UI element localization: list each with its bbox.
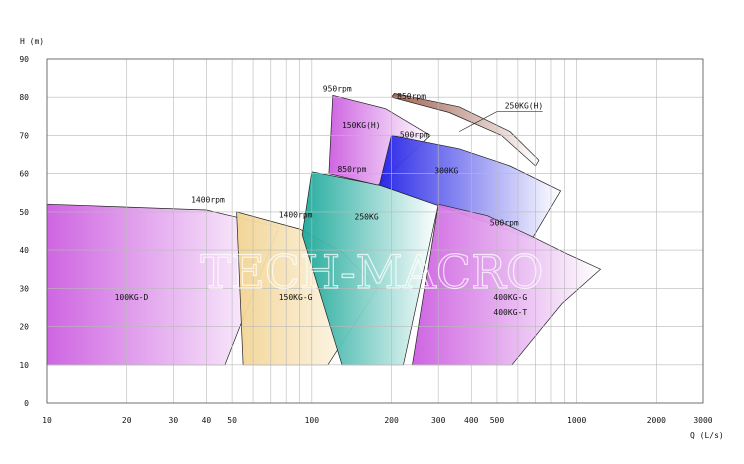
x-axis-label: Q (L/s) xyxy=(690,431,724,440)
region-label: 250KG xyxy=(355,213,379,222)
region-label: 150KG-G xyxy=(279,293,313,302)
y-tick-label: 20 xyxy=(19,323,29,332)
x-tick-label: 100 xyxy=(305,416,320,425)
plot-frame xyxy=(46,58,704,404)
y-axis-label: H (m) xyxy=(20,37,44,46)
region-label: 100KG-D xyxy=(115,293,149,302)
x-tick-label: 400 xyxy=(464,416,479,425)
x-tick-label: 1000 xyxy=(567,416,586,425)
region-labels: 100KG-D 1400rpm 150KG-G 1400rpm 250KG 850rpm 1… xyxy=(115,84,544,317)
leader-lines xyxy=(458,111,543,132)
y-tick-label: 50 xyxy=(19,208,29,217)
region-label: 250KG(H) xyxy=(505,102,544,111)
x-tick-label: 10 xyxy=(42,416,52,425)
x-tick-label: 50 xyxy=(227,416,237,425)
leader-line xyxy=(458,111,543,132)
x-tick-label: 500 xyxy=(490,416,505,425)
rpm-label: 950rpm xyxy=(323,84,352,93)
region-label: 150KG(H) xyxy=(342,121,381,130)
grid-lines xyxy=(46,58,704,404)
y-tick-label: 40 xyxy=(19,246,29,255)
x-tick-label: 30 xyxy=(169,416,179,425)
y-tick-label: 10 xyxy=(19,361,29,370)
x-tick-label: 2000 xyxy=(647,416,666,425)
rpm-label: 500rpm xyxy=(490,218,519,227)
axis-ticks: 10 20 30 40 50 100 200 300 400 500 1000 2000 3000 0 10… xyxy=(19,55,712,425)
x-tick-label: 3000 xyxy=(693,416,712,425)
y-tick-label: 30 xyxy=(19,284,29,293)
rpm-label: 500rpm xyxy=(400,130,429,139)
y-tick-label: 60 xyxy=(19,170,29,179)
x-tick-label: 200 xyxy=(384,416,399,425)
plot-border xyxy=(46,58,704,404)
rpm-label: 850rpm xyxy=(337,165,366,174)
rpm-label: 1400rpm xyxy=(279,211,313,220)
region-300kg xyxy=(378,134,562,240)
x-tick-label: 300 xyxy=(431,416,446,425)
watermark: TECH-MACRO xyxy=(201,245,544,299)
region-label: 400KG-G xyxy=(493,293,527,302)
operating-regions xyxy=(46,93,602,366)
rpm-label: 1400rpm xyxy=(191,195,225,204)
x-tick-label: 20 xyxy=(122,416,132,425)
x-tick-label: 40 xyxy=(202,416,212,425)
rpm-label: 850rpm xyxy=(397,92,426,101)
region-250kg-h xyxy=(390,93,540,167)
y-tick-label: 0 xyxy=(24,399,29,408)
y-tick-label: 70 xyxy=(19,131,29,140)
region-label: 400KG-T xyxy=(493,308,527,317)
region-label: 300KG xyxy=(434,167,458,176)
y-tick-label: 80 xyxy=(19,93,29,102)
y-tick-label: 90 xyxy=(19,55,29,64)
